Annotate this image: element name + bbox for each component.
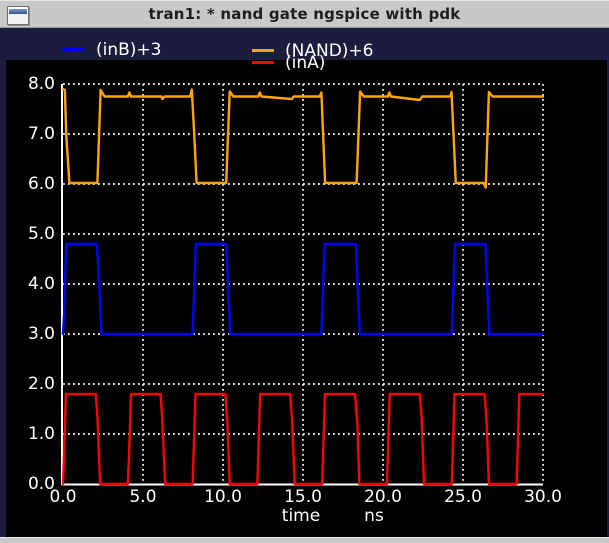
legend-label-inA: (inA) bbox=[285, 53, 326, 73]
window-menu-icon[interactable] bbox=[7, 6, 29, 25]
window-bottom-frame bbox=[0, 537, 609, 543]
window-title: tran1: * nand gate ngspice with pdk bbox=[148, 5, 461, 23]
legend-swatch-inB bbox=[62, 48, 84, 51]
waveform-trace-inA bbox=[61, 392, 545, 486]
waveform-trace-inB bbox=[61, 242, 545, 336]
legend-swatch-inA bbox=[252, 61, 274, 64]
window-icon-titlestripe bbox=[9, 9, 27, 14]
waveform-trace-NAND bbox=[61, 87, 545, 189]
legend-label-nand: (NAND)+6 bbox=[285, 41, 374, 61]
plot-area[interactable] bbox=[6, 60, 607, 543]
legend-label-inB: (inB)+3 bbox=[96, 40, 162, 60]
legend-swatch-nand bbox=[252, 49, 274, 52]
plot-content bbox=[0, 28, 609, 543]
window-titlebar[interactable]: tran1: * nand gate ngspice with pdk bbox=[0, 0, 609, 28]
window-icon-highlight bbox=[9, 7, 27, 9]
